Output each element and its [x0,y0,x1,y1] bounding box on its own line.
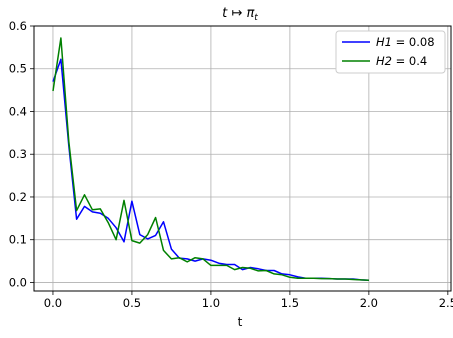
legend-label: H2 = 0.4 [376,54,427,68]
chart-title: t ↦ πt [222,6,258,23]
x-tick-label: 2.0 [360,296,378,310]
x-tick-label: 1.5 [281,296,299,310]
x-tick-label: 0.5 [123,296,141,310]
legend: H1 = 0.08 H2 = 0.4 [335,30,446,74]
x-tick-label: 2.5 [439,296,453,310]
y-tick-label: 0.1 [9,233,27,247]
legend-label: H1 = 0.08 [376,35,435,49]
x-tick-label: 0.0 [44,296,62,310]
ticks: 0.0 0.5 1.0 1.5 2.0 2.5 0.0 0.1 0.2 0.3 0.4 0.5 0.6 [9,19,453,310]
series-line-2 [52,37,369,282]
x-axis-label: t [238,315,243,329]
y-tick-label: 0.6 [9,19,27,33]
y-tick-label: 0.5 [9,62,27,76]
plot-frame [33,25,452,292]
y-tick-label: 0.3 [9,147,27,161]
series-layer [52,37,369,282]
y-tick-label: 0.4 [9,104,27,118]
y-tick-label: 0.0 [9,275,27,289]
x-tick-label: 1.0 [202,296,220,310]
y-tick-label: 0.2 [9,190,27,204]
